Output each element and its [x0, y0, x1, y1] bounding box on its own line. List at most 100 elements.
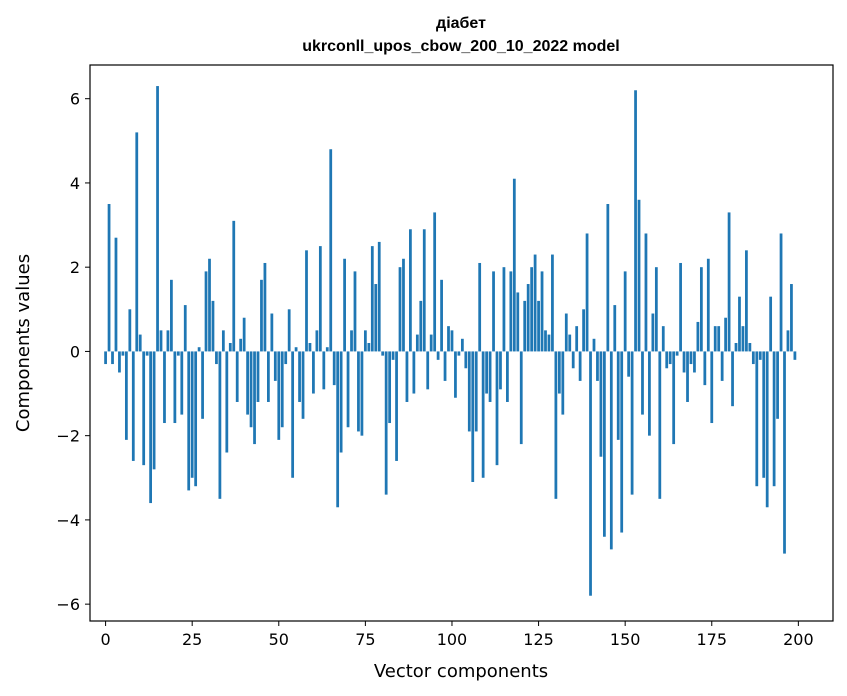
bar: [616, 351, 620, 440]
bar: [474, 351, 478, 432]
bar: [267, 351, 270, 402]
bar: [232, 220, 236, 352]
x-tick-label: 200: [783, 630, 814, 649]
bar: [738, 296, 741, 352]
bar: [665, 351, 669, 369]
bar: [609, 351, 613, 550]
bar: [516, 292, 520, 352]
bar: [706, 258, 710, 352]
x-axis-title: Vector components: [374, 661, 548, 682]
bar: [166, 330, 170, 352]
bar: [575, 326, 579, 352]
x-tick-label: 75: [355, 630, 375, 649]
bar: [741, 326, 745, 352]
bar: [544, 330, 547, 352]
bar: [769, 296, 773, 352]
y-tick-label: 6: [70, 90, 80, 109]
bar: [783, 351, 786, 554]
bar: [540, 271, 544, 352]
bar: [578, 351, 582, 381]
y-axis-ticks: −6 −4 −2 0 2 4 6: [56, 90, 90, 614]
bar: [724, 317, 727, 352]
bar: [644, 233, 648, 352]
bar: [173, 351, 177, 424]
bar: [384, 351, 388, 495]
bar: [273, 351, 277, 381]
bar: [357, 351, 360, 432]
bar: [675, 351, 679, 356]
bar: [180, 351, 184, 415]
bar: [215, 351, 218, 365]
bar: [363, 330, 367, 352]
bar: [124, 351, 128, 440]
bar: [322, 351, 326, 390]
bar: [596, 351, 599, 381]
bar: [211, 300, 215, 352]
bar: [170, 279, 173, 352]
bar: [235, 351, 239, 402]
bar: [751, 351, 755, 365]
bar: [436, 351, 440, 360]
bar: [121, 351, 125, 356]
bar: [506, 351, 509, 402]
x-tick-label: 125: [523, 630, 554, 649]
bar: [703, 351, 707, 386]
bar: [488, 351, 492, 402]
bar: [246, 351, 249, 415]
bar: [187, 351, 191, 491]
bar: [301, 351, 305, 419]
bar: [287, 309, 291, 352]
bar: [454, 351, 457, 398]
bar: [294, 347, 298, 352]
bar: [176, 351, 180, 356]
bar: [429, 334, 433, 352]
bar: [194, 351, 198, 487]
bar: [779, 233, 783, 352]
bar: [533, 254, 537, 352]
bar: [772, 351, 776, 487]
x-tick-label: 0: [100, 630, 110, 649]
bar: [367, 343, 371, 352]
bar: [388, 351, 392, 424]
bar: [118, 351, 121, 373]
bar: [374, 284, 378, 352]
bar: [350, 330, 353, 352]
bar: [312, 351, 315, 394]
bar: [201, 351, 204, 419]
bar: [253, 351, 256, 445]
bar: [620, 351, 624, 533]
bar: [443, 351, 447, 381]
bar: [571, 351, 575, 369]
bar: [696, 321, 700, 352]
bar: [499, 351, 502, 390]
bar: [755, 351, 759, 487]
bar: [582, 309, 585, 352]
bar: [658, 351, 662, 499]
y-tick-label: −6: [56, 595, 80, 614]
bar: [537, 300, 540, 352]
bar: [291, 351, 295, 478]
bar: [415, 334, 419, 352]
bar: [315, 330, 319, 352]
bar: [481, 351, 485, 478]
bar: [339, 351, 343, 453]
bar: [183, 305, 187, 352]
x-tick-label: 100: [437, 630, 468, 649]
bar: [433, 212, 437, 352]
bar: [156, 86, 159, 352]
bar: [467, 351, 471, 432]
bar: [637, 199, 641, 352]
bar: [270, 313, 274, 352]
bar: [107, 204, 111, 352]
bar: [592, 338, 596, 352]
bar: [727, 212, 731, 352]
bar: [651, 313, 655, 352]
bar: [720, 351, 724, 381]
bar: [398, 267, 402, 352]
bar: [776, 351, 779, 419]
bar: [159, 330, 163, 352]
bar: [554, 351, 558, 499]
bar: [564, 313, 568, 352]
bar: [679, 262, 682, 352]
bar: [599, 351, 603, 457]
